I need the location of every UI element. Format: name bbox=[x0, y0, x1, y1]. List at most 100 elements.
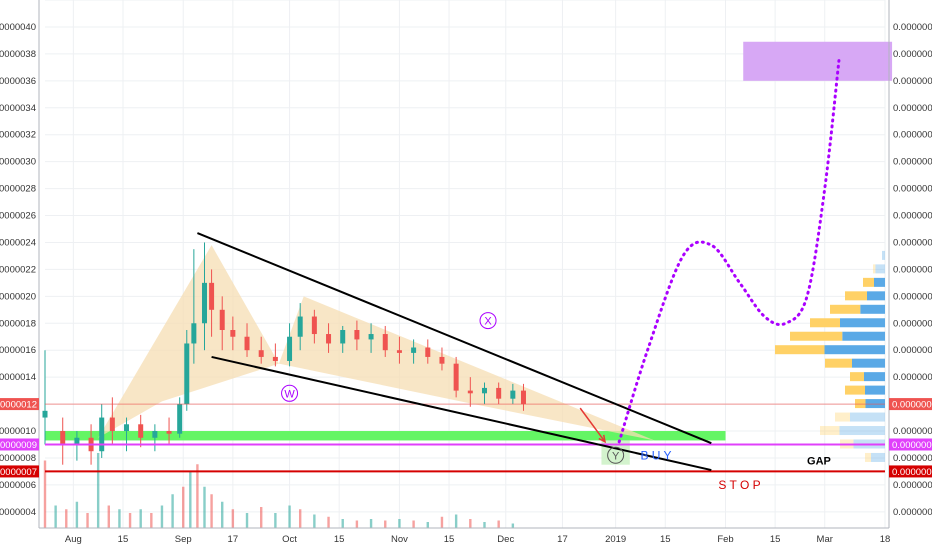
profile-bar-blue bbox=[852, 358, 885, 368]
candle-body bbox=[109, 417, 115, 432]
x-tick-label: 15 bbox=[444, 534, 455, 545]
volume-bar bbox=[469, 519, 472, 528]
arrow-head bbox=[598, 434, 607, 444]
x-tick-label: Feb bbox=[717, 534, 733, 545]
candle-body bbox=[453, 363, 459, 391]
x-tick-label: Aug bbox=[65, 534, 82, 545]
candle-body bbox=[354, 330, 360, 340]
profile-bar-yellow bbox=[835, 412, 850, 422]
profile-bar-yellow bbox=[775, 345, 825, 355]
candle-body bbox=[496, 387, 502, 399]
candle-body bbox=[230, 330, 236, 337]
price-badge-right-label: 0.00000012 bbox=[892, 400, 932, 411]
profile-bar-yellow bbox=[845, 385, 865, 395]
candle-body bbox=[481, 387, 487, 394]
volume-bar bbox=[412, 520, 415, 528]
target-zone bbox=[743, 41, 893, 81]
buy-zone bbox=[45, 431, 726, 441]
candle-body bbox=[467, 390, 473, 394]
x-marker: X bbox=[484, 316, 492, 328]
candle-body bbox=[510, 390, 516, 399]
candle-body bbox=[184, 343, 190, 405]
profile-bar-yellow bbox=[865, 452, 871, 462]
price-badge-right bbox=[889, 398, 932, 411]
volume-bar bbox=[43, 460, 47, 528]
profile-bar-blue bbox=[839, 426, 885, 436]
stop-label: S T O P bbox=[718, 478, 760, 492]
candle-body bbox=[177, 404, 183, 434]
volume-bar bbox=[511, 523, 515, 528]
projection-path bbox=[617, 59, 841, 444]
profile-bar-blue bbox=[865, 385, 885, 395]
volume-bar bbox=[274, 513, 277, 528]
candle-body bbox=[60, 431, 66, 445]
x-tick-label: 15 bbox=[660, 534, 671, 545]
profile-bar-yellow bbox=[863, 277, 874, 287]
volume-bar bbox=[210, 494, 213, 528]
gap-label: GAP bbox=[807, 456, 831, 468]
candle-body bbox=[439, 356, 445, 364]
candle-body bbox=[287, 336, 293, 361]
candle-body bbox=[74, 437, 80, 445]
profile-bar-yellow bbox=[790, 331, 843, 341]
volume-bar bbox=[75, 501, 79, 528]
x-tick-label: 17 bbox=[228, 534, 239, 545]
volume-bar bbox=[54, 505, 57, 528]
price-badge-left bbox=[0, 398, 39, 411]
candle-body bbox=[411, 347, 417, 353]
x-tick-label: 15 bbox=[770, 534, 781, 545]
profile-bar-blue bbox=[842, 331, 885, 341]
candle-body bbox=[520, 390, 526, 405]
candle-body bbox=[219, 309, 225, 330]
x-marker-circle bbox=[479, 312, 497, 330]
candle-body bbox=[311, 316, 317, 335]
volume-bars bbox=[43, 453, 515, 528]
candle-body bbox=[382, 334, 388, 351]
volume-bar bbox=[398, 519, 401, 528]
volume-bar bbox=[118, 509, 121, 528]
harmonic-pattern-1 bbox=[98, 245, 279, 438]
upper-trendline bbox=[197, 232, 712, 445]
profile-bar-yellow bbox=[830, 304, 861, 314]
x-tick-label: 17 bbox=[557, 534, 568, 545]
profile-bar-yellow bbox=[873, 264, 876, 274]
candle-body bbox=[99, 417, 105, 452]
price-badge-right bbox=[889, 438, 932, 451]
profile-bar-blue bbox=[871, 452, 885, 462]
profile-bar-blue bbox=[875, 264, 885, 274]
candle-body bbox=[368, 334, 374, 340]
profile-bar-yellow bbox=[825, 358, 852, 368]
price-badge-left bbox=[0, 438, 39, 451]
candle-body bbox=[244, 336, 250, 351]
volume-bar bbox=[231, 509, 235, 528]
volume-bar bbox=[86, 513, 89, 528]
volume-bar bbox=[171, 494, 174, 528]
volume-bar bbox=[440, 516, 444, 528]
candle-body bbox=[166, 431, 172, 434]
candle-body bbox=[42, 410, 48, 418]
x-tick-label: 2019 bbox=[605, 534, 626, 545]
volume-bar bbox=[369, 519, 373, 528]
